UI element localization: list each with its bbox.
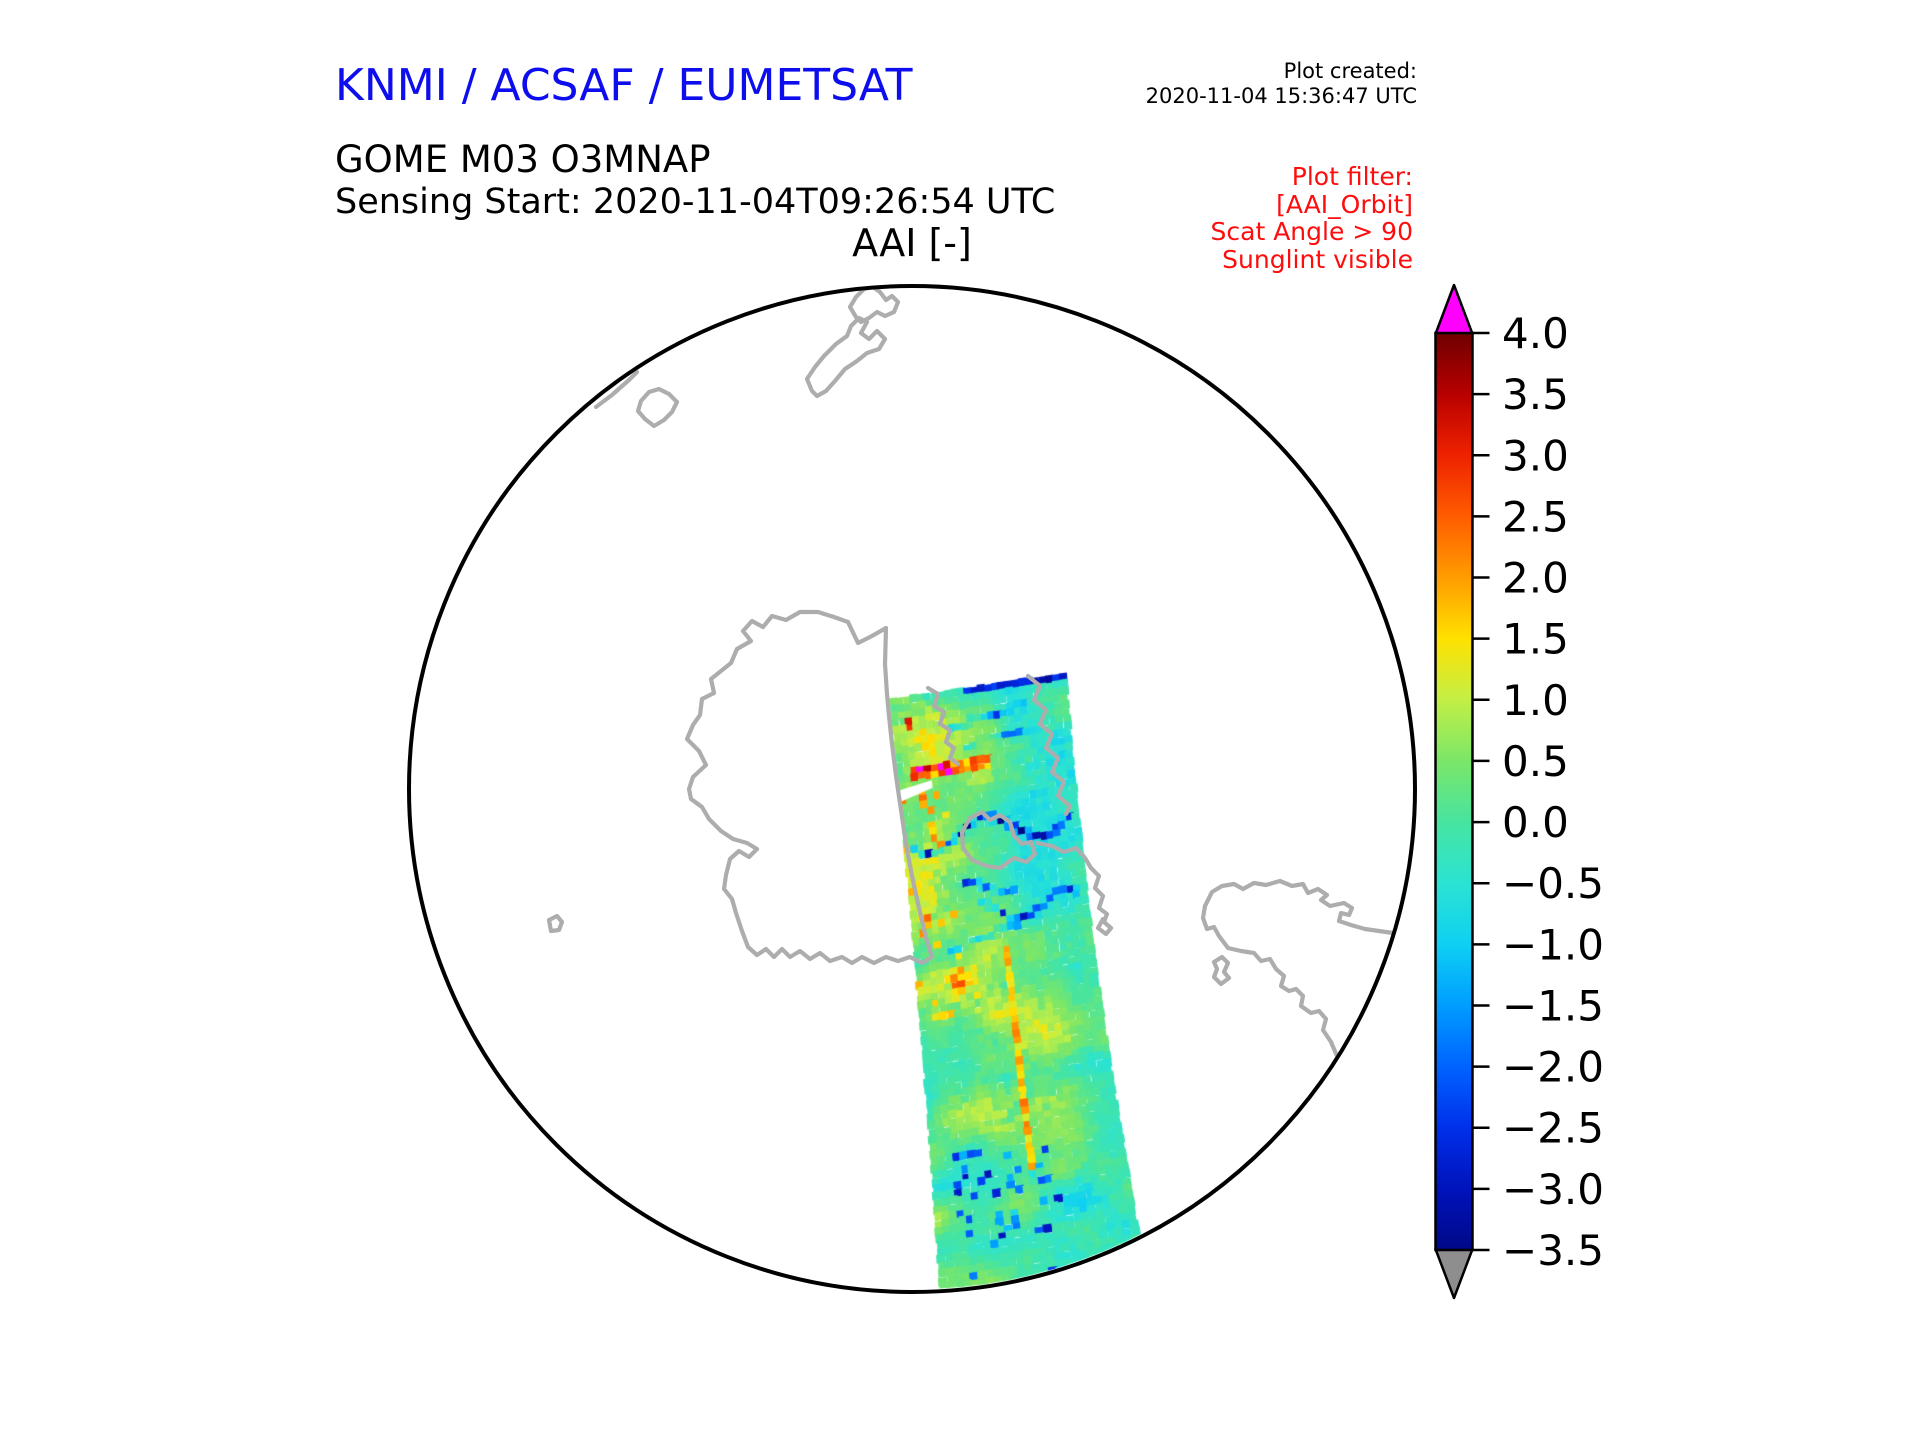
colorbar-tick-label: 3.0 bbox=[1502, 431, 1569, 480]
colorbar-ticks bbox=[1472, 331, 1490, 1252]
coastline-path bbox=[1211, 954, 1232, 987]
coastline-path bbox=[1200, 878, 1396, 1075]
colorbar-tick-label: −2.5 bbox=[1502, 1104, 1604, 1153]
coastline-path bbox=[925, 685, 961, 767]
colorbar-tick-label: −3.5 bbox=[1502, 1226, 1604, 1275]
colorbar-tick-label: 4.0 bbox=[1502, 309, 1569, 358]
colorbar-tick-label: −1.0 bbox=[1502, 920, 1604, 969]
coastline-path bbox=[959, 809, 1038, 871]
colorbar-tick-label: 2.5 bbox=[1502, 492, 1569, 541]
colorbar-tick-label: 1.5 bbox=[1502, 615, 1569, 664]
colorbar-tick-label: 1.0 bbox=[1502, 676, 1569, 725]
coastline-path bbox=[684, 609, 935, 966]
colorbar-tick-label: 0.0 bbox=[1502, 798, 1569, 847]
coastline-path bbox=[635, 386, 680, 429]
colorbar-tick-label: 3.5 bbox=[1502, 370, 1569, 419]
colorbar: 4.0 3.5 3.0 2.5 2.0 1.5 1.0 0.5 0.0 −0.5 −1.0 −1.5 −… bbox=[1434, 283, 1604, 1300]
colorbar-tick-label: −1.5 bbox=[1502, 981, 1604, 1030]
colorbar-tick-label: −0.5 bbox=[1502, 859, 1604, 908]
colorbar-tick-label: −3.0 bbox=[1502, 1165, 1604, 1214]
coastline-path bbox=[847, 288, 901, 325]
globe-outline bbox=[407, 284, 1417, 1294]
coastline-path bbox=[546, 913, 565, 934]
coastline-path bbox=[804, 315, 888, 399]
colorbar-over-arrow bbox=[1434, 283, 1474, 336]
coastlines bbox=[546, 288, 1396, 1075]
colorbar-labels: 4.0 3.5 3.0 2.5 2.0 1.5 1.0 0.5 0.0 −0.5 −1.0 −1.5 −… bbox=[1502, 309, 1604, 1275]
colorbar-tick-label: −2.0 bbox=[1502, 1043, 1604, 1092]
colorbar-tick-label: 2.0 bbox=[1502, 554, 1569, 603]
coastline-path bbox=[1034, 840, 1114, 937]
colorbar-under-arrow bbox=[1434, 1247, 1474, 1300]
colorbar-tick-label: 0.5 bbox=[1502, 737, 1569, 786]
coastline-path bbox=[1025, 673, 1073, 817]
colorbar-gradient-bar bbox=[1434, 331, 1474, 1252]
